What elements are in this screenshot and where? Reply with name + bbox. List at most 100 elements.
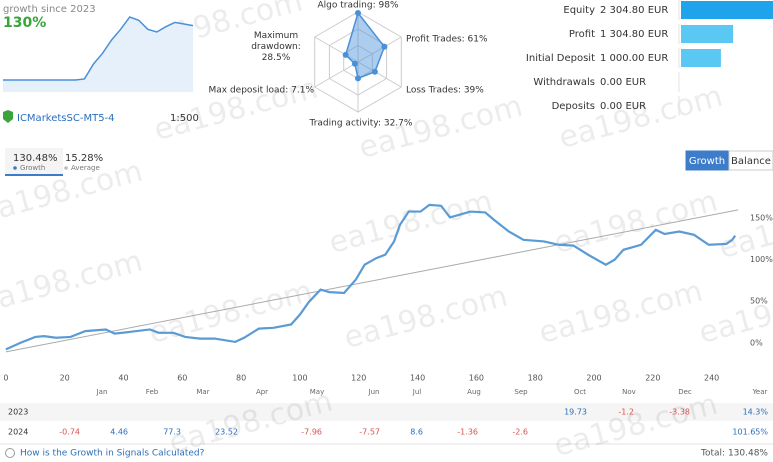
month-header: Oct	[574, 388, 586, 396]
watermark: ea198.com	[145, 274, 316, 351]
summary-value: 130.48%	[13, 153, 58, 164]
y-tick-label: 100%	[750, 255, 773, 264]
radar-point	[371, 68, 378, 75]
x-tick-label: 160	[469, 374, 484, 383]
tab-label[interactable]: Balance	[731, 156, 771, 167]
row-year: 2024	[8, 428, 28, 437]
radar-point	[355, 10, 361, 16]
help-icon	[5, 448, 15, 458]
tab[interactable]	[685, 150, 729, 171]
radar-axis	[314, 36, 359, 63]
month-value: 23.52	[215, 428, 238, 437]
stat-label: Deposits	[552, 101, 595, 112]
radar-point	[381, 43, 388, 50]
y-tick-label: 50%	[750, 297, 768, 306]
stat-label: Initial Deposit	[526, 53, 595, 64]
month-value: -1.36	[457, 428, 478, 437]
x-tick-label: 180	[528, 374, 543, 383]
growth-line	[5, 203, 737, 351]
x-tick-label: 220	[645, 374, 660, 383]
year-total: 101.65%	[732, 428, 768, 437]
stat-label: Profit	[569, 29, 595, 40]
watermark: ea198.com	[550, 184, 721, 261]
summary-active	[5, 148, 63, 175]
footer-total: Total: 130.48%	[700, 449, 768, 459]
month-header: Year	[752, 388, 768, 396]
x-tick-label: 200	[586, 374, 601, 383]
watermark: ea198.com	[325, 184, 496, 261]
stat-value: 0.00 EUR	[600, 77, 646, 88]
x-tick-label: 100	[292, 374, 307, 383]
month-value: -7.96	[301, 428, 322, 437]
month-header: Mar	[196, 388, 209, 396]
growth-headline: 130%	[3, 15, 46, 31]
x-tick-label: 0	[3, 374, 8, 383]
radar-label: Algo trading: 98%	[317, 1, 398, 11]
row-year: 2023	[8, 408, 28, 417]
tab-label[interactable]: Growth	[689, 156, 725, 167]
x-tick-label: 120	[351, 374, 366, 383]
stat-bar	[681, 25, 734, 43]
radar-label: Loss Trades: 39%	[406, 86, 484, 96]
month-value: -0.74	[59, 428, 80, 437]
month-value: 4.46	[110, 428, 128, 437]
x-tick-label: 40	[118, 374, 128, 383]
month-value: -2.6	[512, 428, 528, 437]
stat-label: Equity	[563, 5, 595, 16]
radar-axis	[314, 61, 359, 88]
month-value: 77.3	[163, 428, 181, 437]
month-value: 8.6	[410, 428, 423, 437]
help-link[interactable]: How is the Growth in Signals Calculated?	[20, 449, 205, 459]
month-header: Apr	[256, 388, 268, 396]
sparkline-area	[3, 17, 193, 93]
trend-line	[5, 209, 739, 353]
verified-icon	[3, 110, 13, 123]
radar-point	[351, 60, 358, 67]
radar-shape	[344, 11, 386, 80]
radar-label: Trading activity: 32.7%	[309, 119, 413, 129]
month-header: May	[310, 388, 324, 396]
y-tick-label: 0%	[750, 338, 763, 347]
radar-point	[355, 75, 361, 82]
month-header: Nov	[622, 388, 636, 396]
month-header: Feb	[146, 388, 159, 396]
stat-value: 1 000.00 EUR	[600, 53, 668, 64]
summary-label: Average	[71, 164, 100, 172]
year-total: 14.3%	[743, 408, 769, 417]
stat-bar	[681, 49, 721, 67]
month-header: Jan	[96, 388, 108, 396]
stat-bar	[681, 1, 773, 19]
x-tick-label: 20	[60, 374, 70, 383]
stat-value: 0.00 EUR	[600, 101, 646, 112]
radar-axis	[357, 36, 402, 63]
stat-label: Withdrawals	[533, 77, 595, 88]
watermark: ea198.com	[0, 244, 146, 321]
sparkline	[3, 16, 194, 81]
y-tick-label: 150%	[750, 214, 773, 223]
radar-label: Profit Trades: 61%	[406, 35, 488, 45]
radar-axis	[357, 61, 402, 88]
x-tick-label: 140	[410, 374, 425, 383]
summary-dot	[13, 166, 17, 170]
caption: growth since 2023	[3, 4, 96, 15]
month-value: -7.57	[359, 428, 380, 437]
month-value: -1.2	[618, 408, 634, 417]
summary-dot	[64, 166, 68, 170]
watermark: ea198.com	[550, 387, 721, 462]
watermark: ea198.com	[555, 79, 726, 156]
tab[interactable]	[728, 150, 773, 171]
server[interactable]: ICMarketsSC-MT5-4	[17, 113, 115, 124]
month-value: 19.73	[564, 408, 587, 417]
month-header: Jun	[368, 388, 380, 396]
summary-value: 15.28%	[65, 153, 103, 164]
stat-value: 1 304.80 EUR	[600, 29, 668, 40]
radar-point	[342, 51, 349, 58]
month-value: -3.38	[669, 408, 690, 417]
month-header: Aug	[467, 388, 481, 396]
watermark: ea198.com	[340, 279, 511, 356]
month-header: Dec	[678, 388, 692, 396]
x-tick-label: 60	[177, 374, 187, 383]
radar-label: Maximum drawdown: 28.5%	[251, 31, 301, 63]
